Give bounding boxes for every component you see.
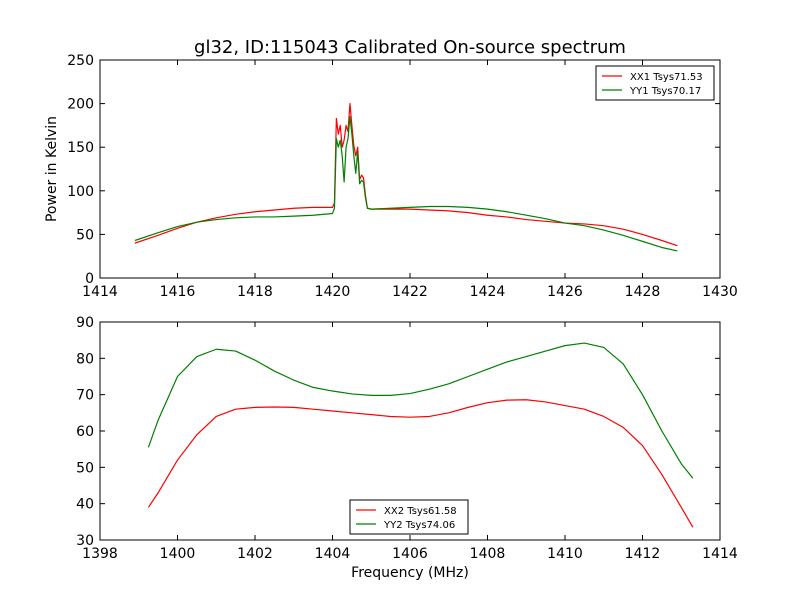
top-y-tick-label: 0 bbox=[85, 271, 94, 287]
top-x-tick-label: 1420 bbox=[315, 284, 351, 300]
top-x-tick-label: 1424 bbox=[470, 284, 506, 300]
bottom-x-tick-label: 1402 bbox=[237, 546, 273, 562]
bottom-y-tick-label: 40 bbox=[76, 497, 94, 513]
top-x-tick-label: 1416 bbox=[160, 284, 196, 300]
bottom-y-tick-label: 80 bbox=[76, 351, 94, 367]
top-series-line-2 bbox=[134, 116, 678, 252]
top-panel: 1414 1416 1418 1420 1422 1424 1426 1428 1430 0 50 1… bbox=[44, 53, 738, 300]
top-legend-box bbox=[595, 65, 715, 101]
top-legend-label-2: YY1 Tsys70.17 bbox=[629, 86, 701, 97]
bottom-y-tick-label: 90 bbox=[76, 315, 94, 331]
bottom-legend: XX2 Tsys61.58 YY2 Tsys74.06 bbox=[349, 499, 469, 535]
top-y-tick-label: 150 bbox=[67, 140, 94, 156]
bottom-panel: 1398 1400 1402 1404 1406 1408 1410 1412 1414 30 40… bbox=[76, 315, 738, 562]
top-y-tick-label: 100 bbox=[67, 184, 94, 200]
chart-title: gl32, ID:115043 Calibrated On-source spe… bbox=[194, 37, 626, 58]
top-y-tick-label: 50 bbox=[76, 227, 94, 243]
top-series-line-1 bbox=[134, 103, 678, 247]
top-x-tick-label: 1422 bbox=[392, 284, 428, 300]
bottom-x-tick-label: 1404 bbox=[315, 546, 351, 562]
bottom-x-tick-label: 1410 bbox=[547, 546, 583, 562]
bottom-x-tick-label: 1400 bbox=[160, 546, 196, 562]
bottom-legend-label-1: XX2 Tsys61.58 bbox=[384, 506, 457, 517]
bottom-x-tick-label: 1398 bbox=[82, 546, 118, 562]
bottom-legend-label-2: YY2 Tsys74.06 bbox=[383, 520, 455, 531]
top-x-tick-label: 1418 bbox=[237, 284, 273, 300]
top-legend-label-1: XX1 Tsys71.53 bbox=[630, 72, 703, 83]
bottom-x-tick-label: 1406 bbox=[392, 546, 428, 562]
top-y-tick-label: 200 bbox=[67, 97, 94, 113]
bottom-legend-box bbox=[349, 499, 469, 535]
bottom-y-tick-label: 50 bbox=[76, 460, 94, 476]
top-x-tick-label: 1430 bbox=[702, 284, 738, 300]
bottom-x-tick-label: 1408 bbox=[470, 546, 506, 562]
top-x-tick-label: 1414 bbox=[82, 284, 118, 300]
top-y-axis-label: Power in Kelvin bbox=[44, 116, 60, 222]
top-x-tick-label: 1426 bbox=[547, 284, 583, 300]
top-legend: XX1 Tsys71.53 YY1 Tsys70.17 bbox=[595, 65, 715, 101]
top-x-tick-label: 1428 bbox=[625, 284, 661, 300]
bottom-series-line-1 bbox=[147, 399, 694, 528]
bottom-series-line-2 bbox=[147, 342, 694, 479]
bottom-x-tick-label: 1412 bbox=[625, 546, 661, 562]
top-y-tick-label: 250 bbox=[67, 53, 94, 69]
x-axis-label: Frequency (MHz) bbox=[351, 565, 469, 581]
bottom-y-tick-label: 70 bbox=[76, 388, 94, 404]
bottom-y-tick-label: 60 bbox=[76, 424, 94, 440]
bottom-y-tick-label: 30 bbox=[76, 533, 94, 549]
bottom-x-tick-label: 1414 bbox=[702, 546, 738, 562]
